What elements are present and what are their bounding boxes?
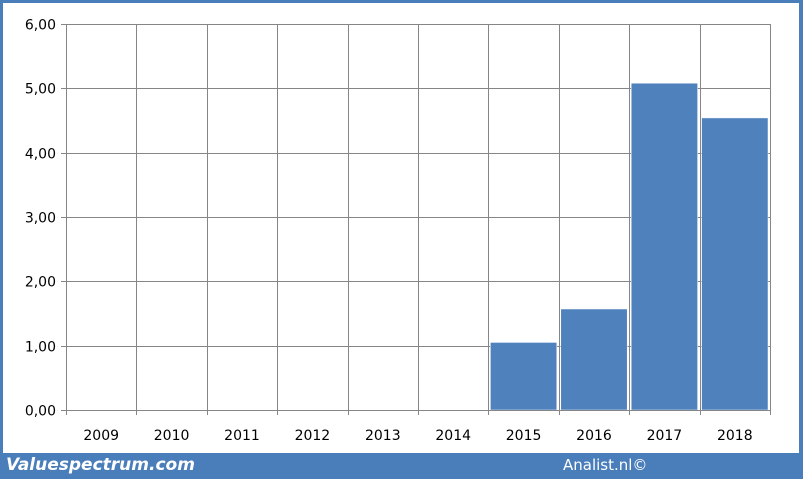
footer-source-label: Valuespectrum.com [6, 455, 195, 475]
x-tick-label: 2014 [435, 428, 471, 444]
x-tick-label: 2009 [83, 428, 119, 444]
footer-copyright-label: Analist.nl© [563, 456, 648, 474]
y-tick-label: 5,00 [25, 82, 56, 98]
y-tick-label: 6,00 [25, 18, 56, 34]
bar-chart: 0,00 1,00 2,00 3,00 4,00 5,00 6,00 2009 2010 2011… [25, 18, 771, 444]
x-tick-label: 2010 [154, 428, 190, 444]
x-tick-label: 2016 [576, 428, 612, 444]
y-tick-label: 3,00 [25, 211, 56, 227]
y-tick-label: 1,00 [25, 340, 56, 356]
bar-2018 [701, 117, 769, 411]
x-tick-label: 2017 [647, 428, 683, 444]
bar-2016 [560, 308, 628, 411]
x-tick-label: 2012 [295, 428, 331, 444]
plot-panel: 0,00 1,00 2,00 3,00 4,00 5,00 6,00 2009 2010 2011… [3, 3, 799, 453]
x-tick-label: 2013 [365, 428, 401, 444]
x-tick-label: 2018 [717, 428, 753, 444]
y-tick-label: 0,00 [25, 404, 56, 420]
y-tick-label: 4,00 [25, 147, 56, 163]
x-tick-label: 2015 [506, 428, 542, 444]
y-tick-label: 2,00 [25, 275, 56, 291]
bar-2017 [630, 82, 698, 411]
x-tick-label: 2011 [224, 428, 260, 444]
bar-2015 [490, 342, 558, 411]
